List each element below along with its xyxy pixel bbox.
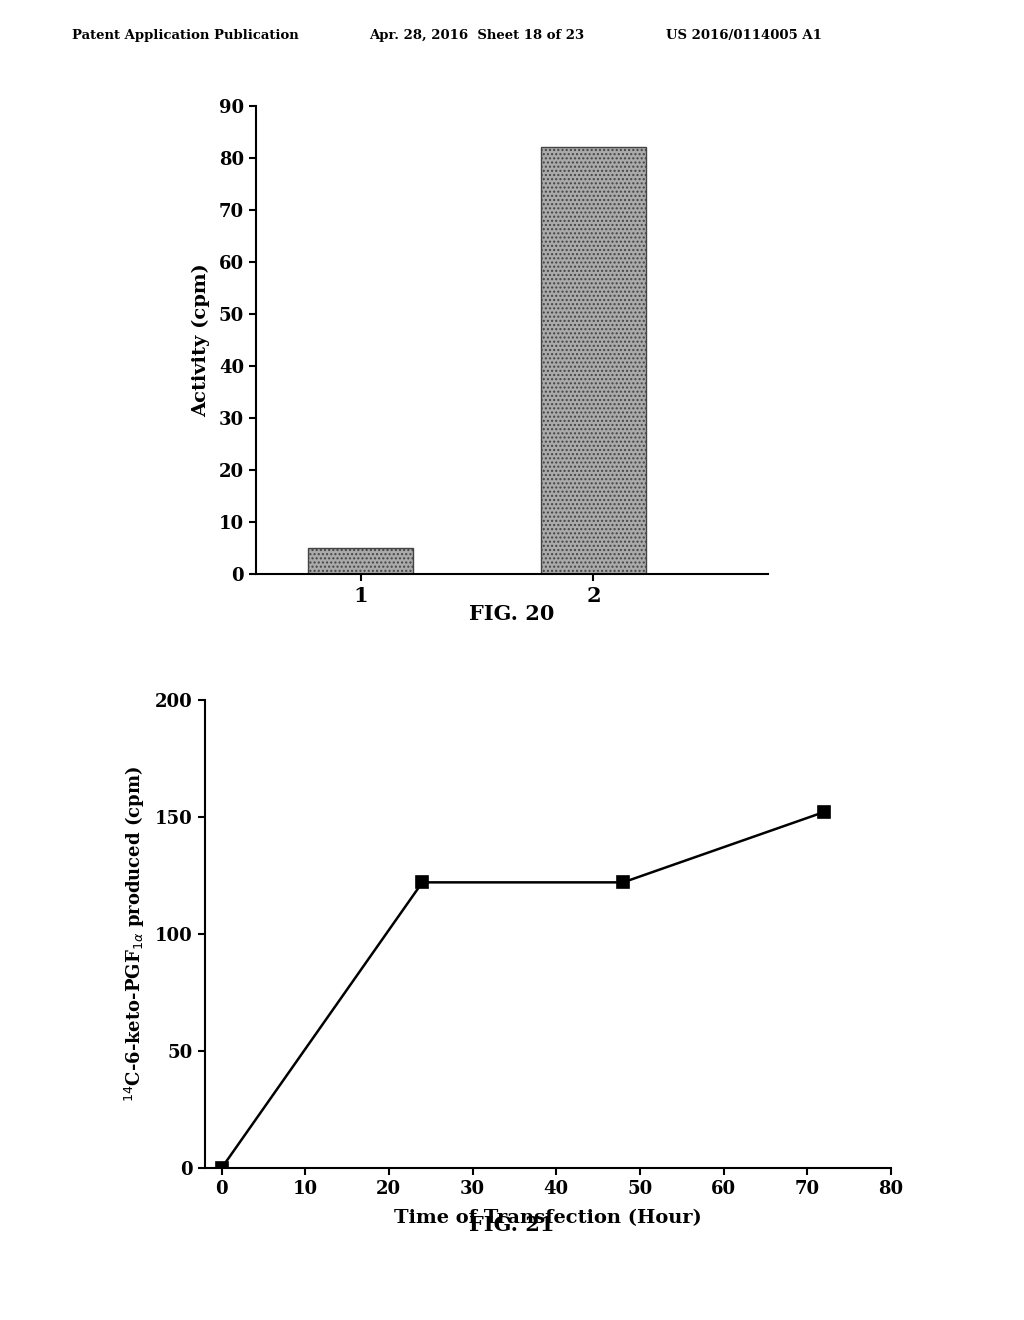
- Bar: [308, 548, 413, 574]
- Text: FIG. 20: FIG. 20: [469, 603, 555, 624]
- Text: Apr. 28, 2016  Sheet 18 of 23: Apr. 28, 2016 Sheet 18 of 23: [369, 29, 584, 42]
- Text: Patent Application Publication: Patent Application Publication: [72, 29, 298, 42]
- Text: FIG. 21: FIG. 21: [469, 1214, 555, 1236]
- Y-axis label: $^{14}$C-6-keto-PGF$_{1\alpha}$ produced (cpm): $^{14}$C-6-keto-PGF$_{1\alpha}$ produced…: [123, 766, 146, 1102]
- Bar: [541, 148, 646, 574]
- Y-axis label: Activity (cpm): Activity (cpm): [193, 263, 211, 417]
- Text: US 2016/0114005 A1: US 2016/0114005 A1: [666, 29, 821, 42]
- X-axis label: Time of Transfection (Hour): Time of Transfection (Hour): [394, 1209, 701, 1228]
